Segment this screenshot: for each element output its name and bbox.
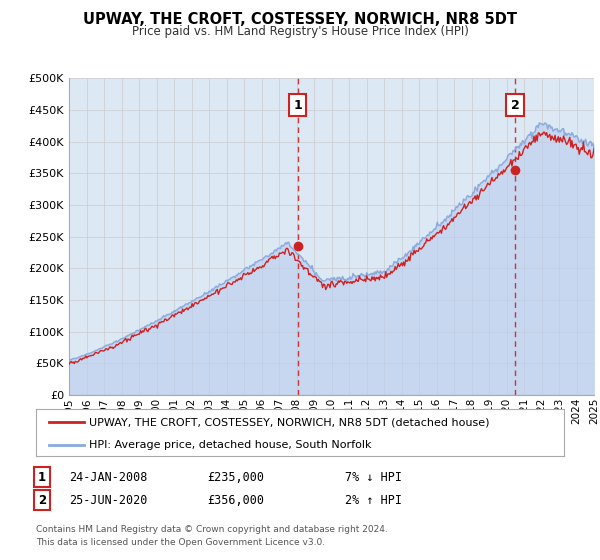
Text: UPWAY, THE CROFT, COSTESSEY, NORWICH, NR8 5DT: UPWAY, THE CROFT, COSTESSEY, NORWICH, NR…: [83, 12, 517, 27]
Text: Price paid vs. HM Land Registry's House Price Index (HPI): Price paid vs. HM Land Registry's House …: [131, 25, 469, 38]
Text: HPI: Average price, detached house, South Norfolk: HPI: Average price, detached house, Sout…: [89, 440, 371, 450]
Text: 2: 2: [511, 99, 520, 112]
Text: 2: 2: [38, 493, 46, 507]
Text: UPWAY, THE CROFT, COSTESSEY, NORWICH, NR8 5DT (detached house): UPWAY, THE CROFT, COSTESSEY, NORWICH, NR…: [89, 417, 490, 427]
Text: 7% ↓ HPI: 7% ↓ HPI: [345, 470, 402, 484]
Text: 24-JAN-2008: 24-JAN-2008: [69, 470, 148, 484]
Text: 1: 1: [293, 99, 302, 112]
Text: £235,000: £235,000: [207, 470, 264, 484]
Text: Contains HM Land Registry data © Crown copyright and database right 2024.
This d: Contains HM Land Registry data © Crown c…: [36, 525, 388, 547]
Text: 1: 1: [38, 470, 46, 484]
Text: £356,000: £356,000: [207, 493, 264, 507]
Text: 2% ↑ HPI: 2% ↑ HPI: [345, 493, 402, 507]
Text: 25-JUN-2020: 25-JUN-2020: [69, 493, 148, 507]
